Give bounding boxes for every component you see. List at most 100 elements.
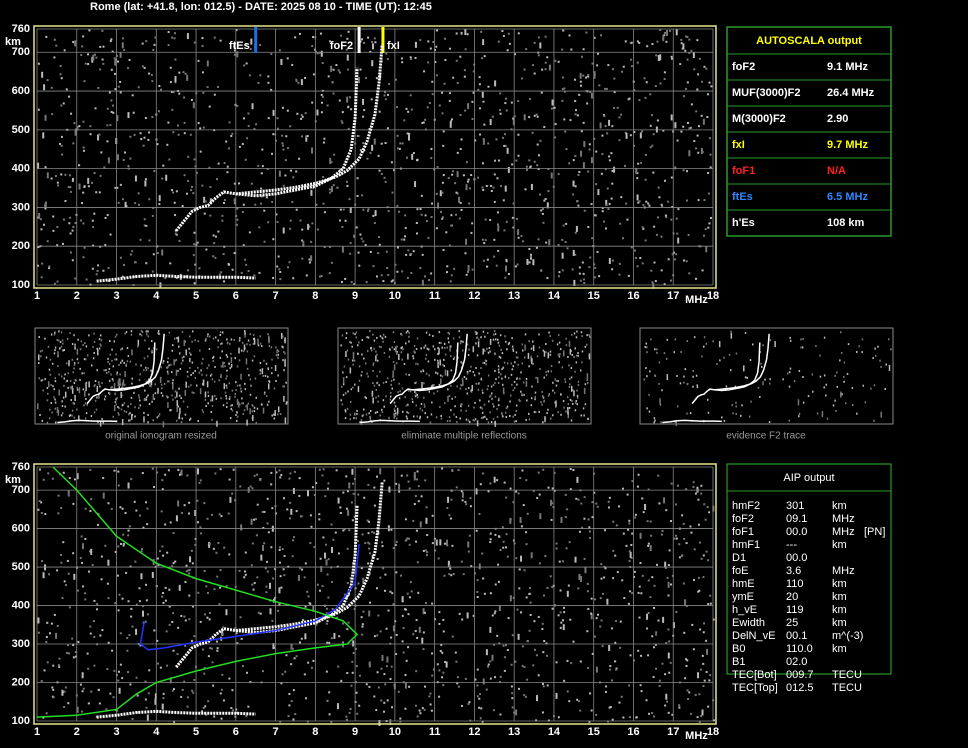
noise-dot [357,493,360,496]
noise-dot [355,665,358,668]
noise-dot [219,343,222,346]
noise-dot [370,349,373,352]
noise-dot [568,364,570,367]
noise-dot [121,37,124,40]
noise-dot [489,626,492,633]
noise-dot [203,672,206,675]
noise-dot [37,403,39,410]
autoscala-value: 26.4 MHz [827,87,875,99]
noise-dot [428,374,430,377]
noise-dot [322,141,325,144]
noise-dot [415,381,417,384]
noise-dot [206,86,209,89]
noise-dot [651,635,654,638]
noise-dot [450,118,453,121]
noise-dot [451,635,454,638]
noise-dot [659,82,662,85]
noise-dot [209,374,212,377]
noise-dot [646,407,648,410]
noise-dot [276,265,279,268]
noise-dot [234,41,237,48]
noise-dot [135,628,138,635]
noise-dot [598,275,601,278]
noise-dot [439,359,441,366]
noise-dot [189,360,191,363]
noise-dot [568,162,571,165]
noise-dot [343,528,346,531]
noise-dot [572,640,575,643]
noise-dot [125,363,127,366]
noise-dot [119,51,122,58]
noise-dot [148,131,151,134]
noise-dot [576,330,578,333]
noise-dot [212,684,215,687]
noise-dot [201,373,203,376]
noise-dot [119,632,122,635]
noise-dot [387,273,390,276]
noise-dot [496,415,499,418]
noise-dot [223,361,225,364]
noise-dot [590,92,593,99]
noise-dot [230,352,232,355]
noise-dot [619,222,622,225]
noise-dot [375,389,378,392]
noise-dot [44,337,46,340]
noise-dot [93,212,96,215]
noise-dot [664,567,667,570]
noise-dot [653,646,656,649]
noise-dot [825,383,828,386]
noise-dot [45,641,48,644]
noise-dot [647,579,650,582]
noise-dot [460,704,463,707]
noise-dot [106,107,109,110]
noise-dot [484,349,486,352]
noise-dot [211,404,214,407]
noise-dot [431,80,434,83]
noise-dot [390,636,393,639]
noise-dot [472,346,475,353]
noise-dot [629,42,632,45]
noise-dot [226,171,229,174]
noise-dot [501,352,504,355]
noise-dot [52,696,55,699]
noise-dot [114,88,117,91]
noise-dot [282,359,284,362]
noise-dot [137,339,140,346]
noise-dot [384,142,387,145]
noise-dot [697,523,700,526]
noise-dot [177,336,180,343]
noise-dot [73,122,76,125]
x-tick-label: 8 [312,726,318,738]
noise-dot [525,479,528,482]
noise-dot [59,347,61,350]
noise-dot [446,420,449,423]
noise-dot [628,684,631,687]
noise-dot [272,133,275,136]
noise-dot [238,339,241,342]
noise-dot [474,418,477,421]
noise-dot [698,720,701,723]
noise-dot [405,253,408,256]
noise-dot [99,45,102,48]
noise-dot [137,711,140,714]
noise-dot [471,100,474,103]
noise-dot [703,679,706,682]
noise-dot [535,654,538,657]
noise-dot [262,374,265,377]
noise-dot [700,80,703,83]
noise-dot [460,31,463,34]
noise-dot [146,523,149,526]
noise-dot [428,279,431,282]
noise-dot [579,84,582,87]
aip-cell: km [832,617,847,629]
noise-dot [145,369,148,372]
noise-dot [58,330,60,333]
noise-dot [594,266,597,269]
noise-dot [518,587,521,590]
aip-cell: Ewidth [732,617,765,629]
noise-dot [633,570,636,573]
noise-dot [153,43,156,46]
noise-dot [544,197,547,200]
noise-dot [64,373,66,376]
noise-dot [82,149,85,152]
